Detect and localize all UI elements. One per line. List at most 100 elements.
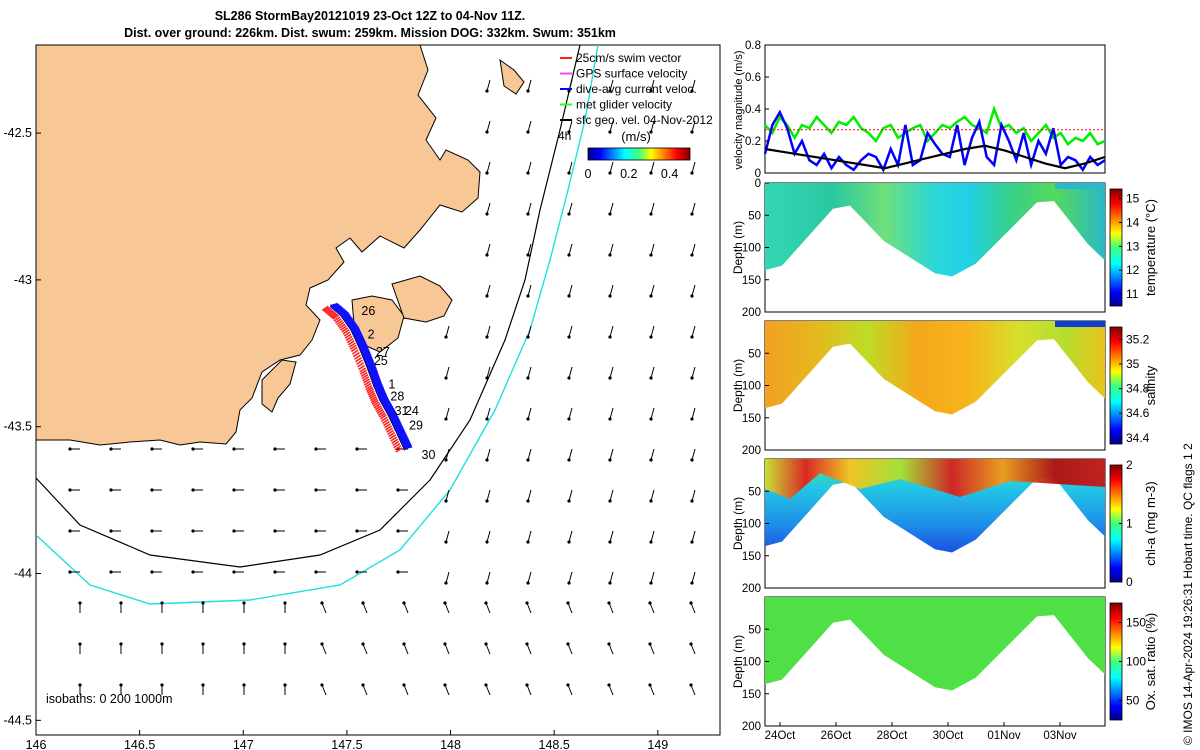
current-vector-blue: [356, 339, 366, 345]
current-vector-head: [109, 570, 113, 574]
current-vector: [609, 366, 614, 379]
maria-island: [499, 58, 525, 95]
current-vector-blue: [352, 330, 362, 336]
legend-entry-label: dive-avg current veloc.: [576, 82, 697, 96]
current-vector-blue: [342, 315, 352, 321]
velocity-y-tick-label: 0.2: [745, 136, 761, 148]
current-vector: [609, 530, 614, 543]
current-vector: [568, 366, 573, 379]
current-vector-head: [68, 488, 72, 492]
section-y-tick-label: 200: [742, 583, 761, 595]
current-vector-head: [690, 458, 694, 462]
colorbar-tick-label: 0: [585, 167, 592, 181]
section-y-label: Depth (m): [731, 359, 745, 412]
section-colorbar-label: 34.4: [1126, 431, 1150, 445]
salinity-section: 50 100 150 200 Depth (m) 34.4 34.6 34.8 35 35.2 sa…: [731, 320, 1158, 457]
current-vector-head: [109, 488, 113, 492]
current-vector-blue: [394, 424, 403, 430]
current-vector-head: [689, 642, 693, 646]
current-vector-blue: [372, 379, 382, 385]
current-vector: [567, 684, 573, 696]
chl-section: 50 100 150 200 Depth (m) 0 1 2 chl-a (mg m-3): [731, 458, 1158, 595]
swim-vector-red: [395, 447, 403, 453]
section-y-ticks: 50 100 150 200: [742, 624, 769, 733]
current-vector-blue: [397, 431, 407, 437]
current-vector-head: [150, 570, 154, 574]
current-vector: [486, 79, 491, 92]
current-vector-head: [649, 581, 653, 585]
current-vector-blue: [366, 361, 375, 367]
current-vector-head: [119, 601, 123, 605]
current-vector-head: [608, 458, 612, 462]
current-vector: [650, 571, 655, 584]
current-vector-head: [649, 540, 653, 544]
current-vector-head: [649, 376, 653, 380]
current-vector-blue: [381, 400, 391, 406]
current-vector: [691, 489, 696, 502]
current-vector: [527, 489, 532, 502]
current-vector-head: [608, 253, 612, 257]
tasmania-land: [36, 45, 481, 446]
current-vector: [403, 643, 409, 655]
section-y-tick-label: 200: [742, 307, 761, 319]
current-vector-blue: [344, 317, 353, 323]
current-vector-blue: [375, 387, 385, 393]
current-vector-head: [242, 642, 246, 646]
current-vector: [527, 161, 532, 174]
current-vector: [321, 684, 327, 696]
temperature-section: 0 50 100 150 200 Depth (m) 11 12 13 14 15temperatu…: [731, 178, 1158, 319]
current-vector: [485, 684, 491, 696]
swim-vector-red: [389, 434, 397, 440]
current-vector: [527, 366, 532, 379]
swim-vector-red: [394, 445, 402, 451]
swim-vector-red: [352, 351, 360, 358]
current-vector-blue: [380, 398, 390, 404]
current-vector-blue: [392, 420, 401, 426]
current-vector-blue: [395, 426, 404, 432]
current-vector: [567, 602, 573, 614]
current-vector: [568, 448, 573, 461]
swim-vector-red: [380, 416, 388, 422]
swim-vector-red: [344, 333, 352, 339]
map-x-tick-label: 148: [440, 738, 461, 750]
section-colorbar-label: 35: [1126, 357, 1140, 371]
current-vector-blue: [393, 422, 402, 428]
section-x-tick-label: 24Oct: [765, 730, 796, 742]
current-vector-head: [525, 642, 529, 646]
current-vector-head: [361, 642, 365, 646]
section-colorbar-label: 0: [1126, 575, 1133, 589]
current-vector-blue: [354, 335, 364, 341]
section-y-tick-label: 100: [742, 519, 761, 531]
colorbar-tick-label: 0.4: [661, 167, 678, 181]
current-vector-head: [485, 376, 489, 380]
current-vector-head: [649, 294, 653, 298]
current-vector-blue: [357, 341, 367, 347]
swim-vector-red: [347, 340, 355, 346]
map-y-tick-label: -43.5: [4, 420, 33, 434]
current-vector-head: [273, 488, 277, 492]
current-vector-head: [567, 294, 571, 298]
current-vector: [444, 684, 450, 696]
track-day-label: 30: [422, 448, 436, 462]
current-vector-head: [567, 417, 571, 421]
current-vector-head: [484, 683, 488, 687]
current-vector-head: [191, 529, 195, 533]
swim-vector-red: [387, 429, 395, 436]
current-vector-head: [526, 458, 530, 462]
current-vector-head: [608, 540, 612, 544]
current-vector: [526, 643, 532, 655]
current-vector-head: [526, 89, 530, 93]
current-vector-head: [485, 294, 489, 298]
current-vector-head: [402, 642, 406, 646]
section-colorbar-title: salinity: [1143, 365, 1158, 405]
current-vector: [444, 643, 450, 655]
velocity-axes-box: [764, 44, 1106, 174]
isobath-1000m: [36, 45, 599, 605]
current-vector-blue: [358, 343, 368, 349]
current-vector: [650, 448, 655, 461]
current-vector-head: [355, 570, 359, 574]
current-vector: [691, 161, 696, 174]
current-vector-blue: [345, 319, 355, 324]
current-vector: [609, 489, 614, 502]
